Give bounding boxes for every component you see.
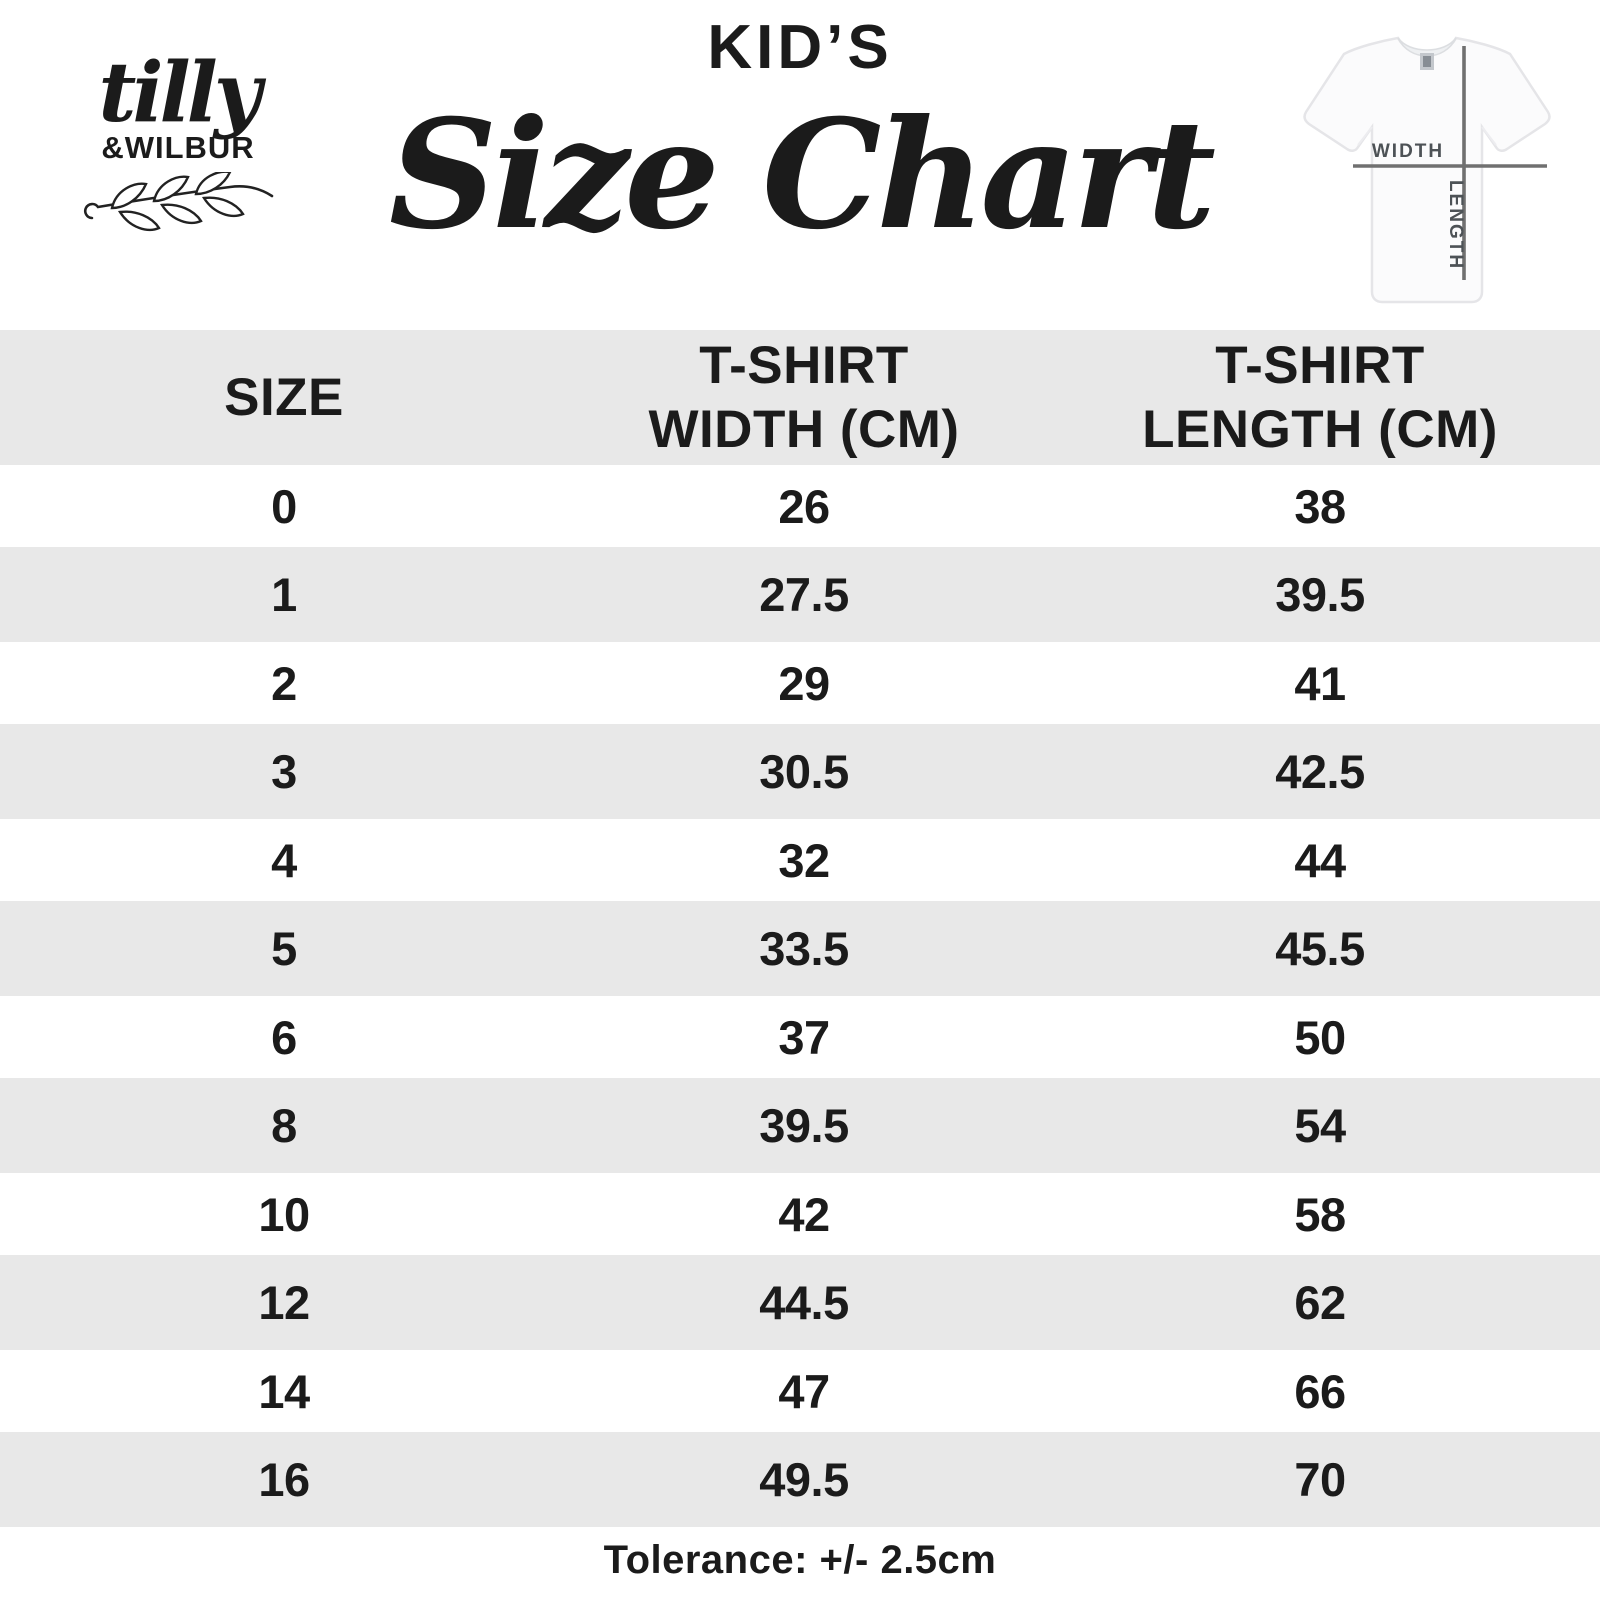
laurel-branch-icon — [83, 172, 274, 232]
length-cell: 62 — [1294, 1276, 1346, 1329]
header-size: SIZE — [224, 367, 344, 427]
width-cell: 30.5 — [759, 745, 849, 798]
width-cell: 26 — [778, 479, 830, 533]
size-cell: 8 — [271, 1099, 297, 1152]
width-cell: 37 — [778, 1010, 830, 1064]
length-cell: 41 — [1294, 656, 1346, 710]
brand-name-script: tilly — [98, 45, 262, 141]
size-cell: 1 — [271, 568, 297, 621]
length-cell: 70 — [1294, 1453, 1346, 1506]
table-row: 2 29 41 — [0, 642, 1600, 724]
size-cell: 5 — [271, 922, 297, 975]
size-cell: 3 — [271, 745, 297, 798]
brand-name-caps: &WILBUR — [101, 130, 255, 165]
table-row: 1 27.5 39.5 — [0, 547, 1600, 642]
table-row: 5 33.5 45.5 — [0, 901, 1600, 996]
width-cell: 27.5 — [759, 568, 849, 621]
size-cell: 2 — [271, 656, 297, 710]
size-cell: 0 — [271, 479, 297, 533]
width-cell: 33.5 — [759, 922, 849, 975]
page-title: Size Chart — [388, 87, 1216, 264]
size-table: SIZE T-SHIRT WIDTH (CM) T-SHIRT LENGTH (… — [0, 330, 1600, 1527]
length-label: LENGTH — [1445, 180, 1466, 270]
length-cell: 66 — [1294, 1364, 1346, 1418]
tshirt-shape — [1303, 36, 1551, 304]
tshirt-measurement-diagram: WIDTH LENGTH — [1303, 36, 1551, 304]
table-header-row: SIZE T-SHIRT WIDTH (CM) T-SHIRT LENGTH (… — [0, 330, 1600, 465]
table-row: 4 32 44 — [0, 819, 1600, 901]
width-label: WIDTH — [1372, 141, 1444, 162]
table-row: 8 39.5 54 — [0, 1078, 1600, 1173]
table-row: 12 44.5 62 — [0, 1255, 1600, 1350]
width-cell: 49.5 — [759, 1453, 849, 1506]
length-cell: 38 — [1294, 479, 1346, 533]
table-row: 14 47 66 — [0, 1350, 1600, 1432]
title-block: KID’S Size Chart — [0, 0, 1600, 250]
size-cell: 12 — [258, 1276, 310, 1329]
tolerance-note: Tolerance: +/- 2.5cm — [603, 1538, 997, 1582]
length-cell: 42.5 — [1275, 745, 1365, 798]
width-cell: 39.5 — [759, 1099, 849, 1152]
tshirt-collar — [1397, 37, 1457, 57]
width-cell: 29 — [778, 656, 830, 710]
brand-logo: tilly &WILBUR — [78, 52, 278, 240]
table-row: 0 26 38 — [0, 465, 1600, 547]
size-cell: 14 — [258, 1364, 310, 1418]
length-cell: 39.5 — [1275, 568, 1365, 621]
size-cell: 10 — [258, 1187, 310, 1241]
length-cell: 58 — [1294, 1187, 1346, 1241]
table-row: 16 49.5 70 — [0, 1432, 1600, 1527]
length-cell: 54 — [1294, 1099, 1346, 1152]
width-cell: 32 — [778, 833, 830, 887]
length-cell: 45.5 — [1275, 922, 1365, 975]
header-width: T-SHIRT WIDTH (CM) — [648, 335, 960, 459]
table-row: 3 30.5 42.5 — [0, 724, 1600, 819]
title-kicker: KID’S — [707, 13, 893, 82]
table-row: 10 42 58 — [0, 1173, 1600, 1255]
length-cell: 44 — [1294, 833, 1346, 887]
width-cell: 47 — [778, 1364, 830, 1418]
size-cell: 16 — [258, 1453, 310, 1506]
width-cell: 44.5 — [759, 1276, 849, 1329]
width-cell: 42 — [778, 1187, 830, 1241]
table-row: 6 37 50 — [0, 996, 1600, 1078]
size-cell: 6 — [271, 1010, 297, 1064]
length-cell: 50 — [1294, 1010, 1346, 1064]
size-cell: 4 — [271, 833, 297, 887]
header-length: T-SHIRT LENGTH (CM) — [1142, 335, 1498, 459]
